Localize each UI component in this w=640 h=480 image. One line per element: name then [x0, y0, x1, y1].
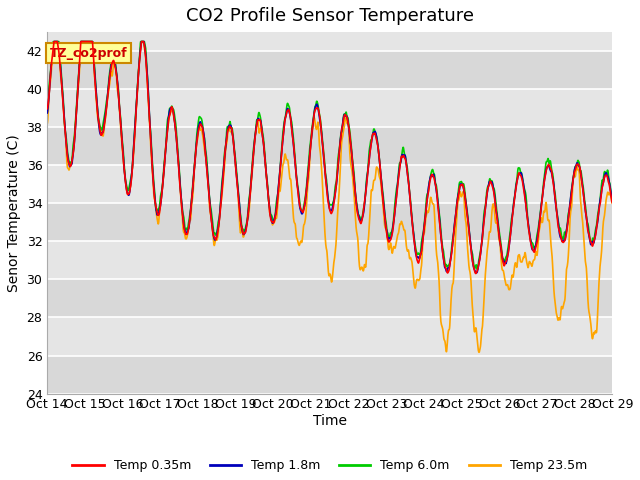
X-axis label: Time: Time — [313, 414, 347, 428]
Title: CO2 Profile Sensor Temperature: CO2 Profile Sensor Temperature — [186, 7, 474, 25]
Text: TZ_co2prof: TZ_co2prof — [50, 47, 128, 60]
Bar — [47, 204, 612, 241]
Y-axis label: Senor Temperature (C): Senor Temperature (C) — [7, 134, 21, 292]
Legend: Temp 0.35m, Temp 1.8m, Temp 6.0m, Temp 23.5m: Temp 0.35m, Temp 1.8m, Temp 6.0m, Temp 2… — [67, 454, 592, 477]
Bar — [47, 127, 612, 165]
Bar — [47, 356, 612, 394]
Bar — [47, 51, 612, 89]
Bar — [47, 279, 612, 317]
